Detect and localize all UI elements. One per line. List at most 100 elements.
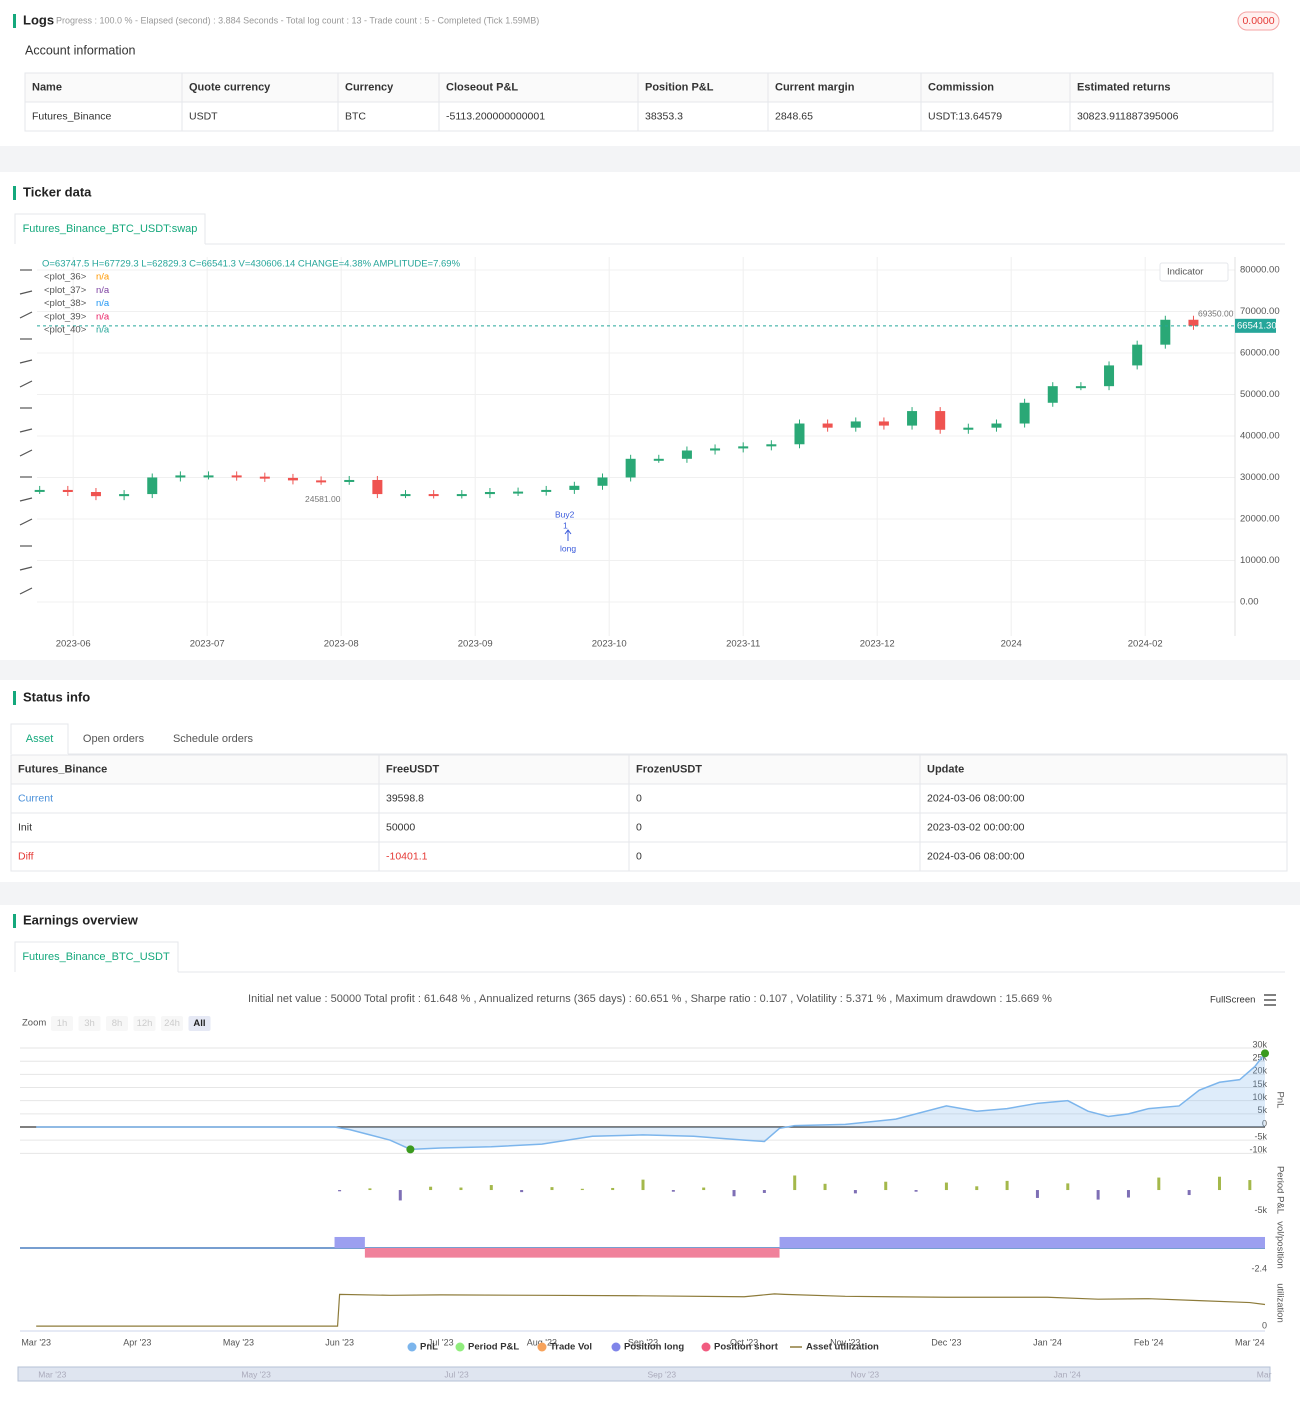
table-header-bg	[10, 754, 1288, 785]
candle	[681, 450, 692, 459]
candle	[119, 494, 130, 497]
table-cell: Init	[18, 821, 32, 833]
x-tick-label: Jun '23	[325, 1337, 354, 1347]
zoom-label: Zoom	[22, 1018, 46, 1029]
section-gap	[0, 146, 1300, 172]
y-tick-label: 30k	[1252, 1039, 1267, 1049]
period-bar	[338, 1190, 342, 1192]
tab: Schedule orders	[173, 733, 254, 745]
x-tick-label: Apr '23	[123, 1337, 151, 1347]
axis-title: utilization	[1274, 1283, 1285, 1323]
period-bar	[732, 1190, 736, 1197]
table-cell: 0	[636, 850, 642, 862]
zoom-button-label: 12h	[137, 1018, 153, 1029]
y-tick-label: 10k	[1252, 1092, 1267, 1102]
axis-title: Period P&L	[1274, 1166, 1285, 1214]
heading-accent	[13, 914, 16, 928]
table-cell: BTC	[345, 110, 366, 122]
candle	[766, 444, 777, 447]
low-label: 24581.00	[305, 494, 341, 504]
toolbar-icon	[19, 449, 33, 457]
zoom-button	[161, 1016, 183, 1031]
navigator-label: Nov '23	[851, 1369, 880, 1379]
candle	[1160, 319, 1171, 345]
x-tick-label: 2023-11	[726, 639, 760, 650]
last-price-label: 66541.30	[1237, 320, 1277, 331]
x-tick-label: 2023-08	[324, 639, 359, 650]
x-tick-label: 2023-10	[592, 639, 627, 650]
candle	[90, 492, 101, 497]
ohlc-info: O=63747.5 H=67729.3 L=62829.3 C=66541.3 …	[42, 259, 461, 270]
candle	[710, 448, 721, 451]
candle	[907, 411, 918, 426]
legend-label: Position long	[624, 1342, 684, 1353]
y-tick-label: -5k	[1254, 1205, 1267, 1215]
period-bar	[520, 1190, 524, 1193]
fullscreen: FullScreen	[1210, 995, 1255, 1006]
x-tick-label: 2023-06	[56, 639, 91, 650]
plot-value: n/a	[96, 272, 110, 283]
candle	[935, 411, 946, 430]
toolbar-icon	[19, 587, 33, 595]
section-title: Earnings overview	[23, 912, 139, 927]
badge: 0.0000	[1242, 15, 1274, 27]
candle	[344, 479, 355, 482]
legend-label: Period P&L	[468, 1342, 519, 1353]
section-title: Logs	[23, 12, 54, 27]
y-tick-label: -5k	[1254, 1132, 1267, 1142]
table-header: FrozenUSDT	[636, 763, 702, 775]
zoom-button-label: All	[193, 1018, 205, 1029]
zoom-button	[51, 1016, 73, 1031]
legend-label: Asset utilization	[806, 1342, 879, 1353]
toolbar-icon	[19, 428, 33, 433]
candle	[625, 458, 636, 478]
plot-value: n/a	[96, 311, 110, 322]
navigator-label: Sep '23	[648, 1369, 677, 1379]
table-header: Position P&L	[645, 81, 714, 93]
navigator-label: Mar	[1257, 1369, 1272, 1379]
pnl-line	[36, 1052, 1266, 1151]
table-header: Update	[927, 763, 964, 775]
candle	[484, 492, 495, 495]
plot-name: <plot_40>	[44, 325, 87, 336]
candle	[316, 480, 327, 483]
candle	[794, 423, 805, 445]
position-block	[364, 1248, 780, 1258]
tab-box	[10, 723, 69, 754]
table-header: FreeUSDT	[386, 763, 439, 775]
candle	[400, 494, 411, 497]
navigator-label: Jan '24	[1054, 1369, 1081, 1379]
period-bar	[1217, 1176, 1221, 1191]
period-bar	[702, 1187, 706, 1191]
period-bar	[1005, 1180, 1009, 1191]
axis-title: PnL	[1274, 1092, 1285, 1109]
legend-symbol	[537, 1342, 547, 1352]
heading-accent	[13, 14, 16, 28]
candle	[34, 489, 45, 492]
zoom-button-label: 3h	[84, 1018, 95, 1029]
y-tick-label: 40000.00	[1240, 430, 1280, 441]
candle	[513, 491, 524, 494]
toolbar-icon	[19, 380, 33, 388]
period-bar	[944, 1182, 948, 1191]
legend-symbol	[407, 1342, 417, 1352]
signal-label: 1	[563, 520, 568, 530]
candle	[738, 446, 749, 449]
y-tick-label: 60000.00	[1240, 347, 1280, 358]
toolbar-icon	[19, 497, 33, 502]
subsection-title: Account information	[25, 43, 136, 57]
table-header: Currency	[345, 81, 394, 93]
table-header: Closeout P&L	[446, 81, 518, 93]
candle	[822, 423, 833, 428]
candle	[1132, 344, 1143, 366]
plot-name: <plot_37>	[44, 285, 87, 296]
candle	[287, 477, 298, 481]
navigator-label: May '23	[241, 1369, 271, 1379]
tab: Futures_Binance_BTC_USDT:swap	[23, 223, 198, 235]
table-cell: -5113.200000000001	[446, 110, 545, 122]
candle	[569, 485, 580, 490]
table-header: Estimated returns	[1077, 81, 1171, 93]
x-tick-label: Jul '23	[428, 1337, 454, 1347]
candle	[147, 477, 158, 495]
